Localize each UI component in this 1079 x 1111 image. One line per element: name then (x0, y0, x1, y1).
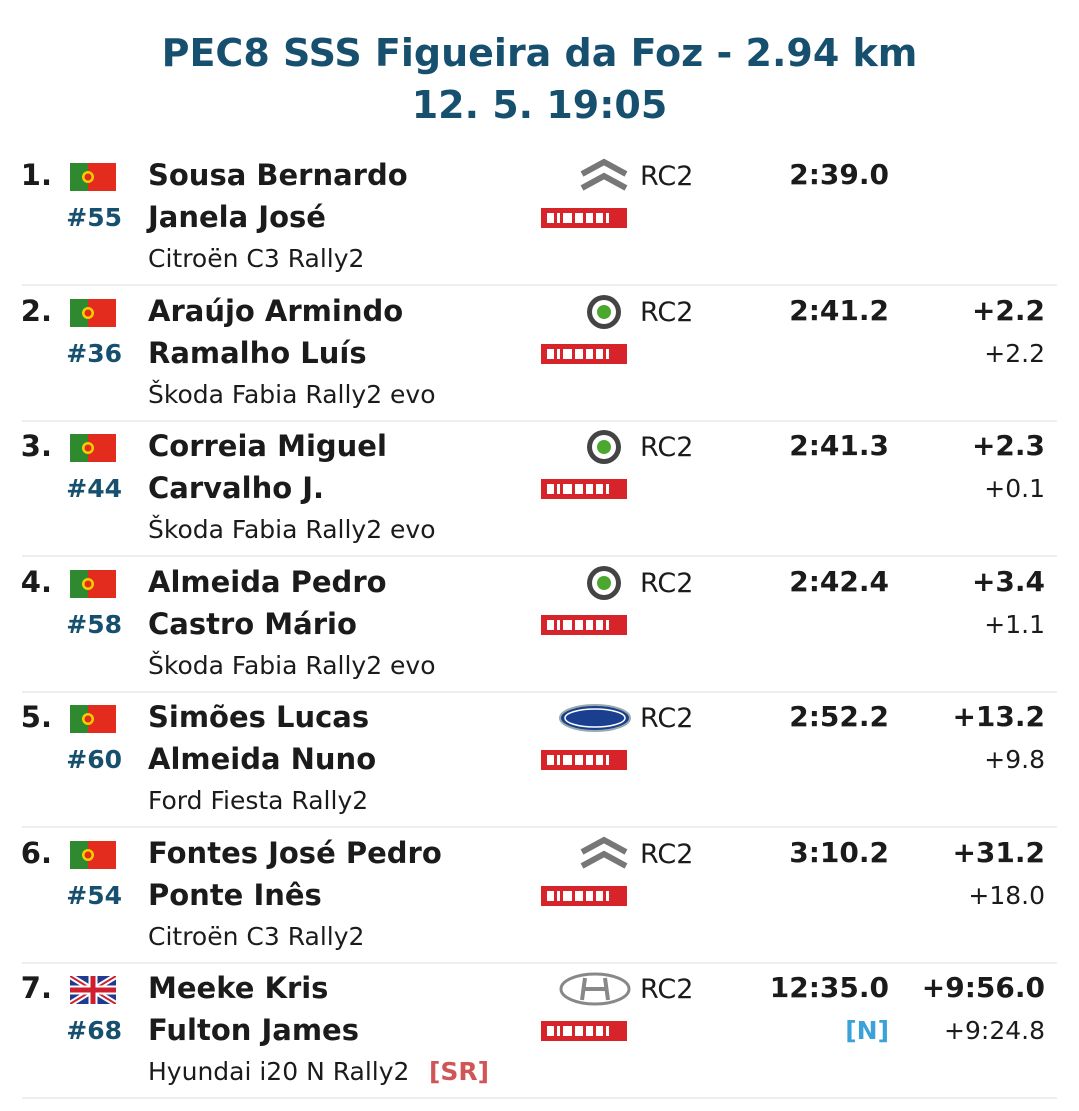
car: Škoda Fabia Rally2 evo (148, 650, 436, 680)
tyre-logo (541, 885, 627, 910)
class: RC2 (640, 296, 694, 328)
driver: Fontes José Pedro (148, 835, 442, 870)
car-number: #36 (66, 338, 122, 368)
position: 5. (20, 700, 52, 734)
driver: Correia Miguel (148, 429, 387, 463)
brand-logo (576, 427, 632, 471)
position: 3. (20, 429, 52, 463)
diff-prev: +9.8 (984, 745, 1045, 774)
class: RC2 (640, 567, 694, 599)
tyre-logo (541, 750, 627, 774)
time-note: [N] (845, 1016, 889, 1045)
brand-logo (558, 969, 632, 1013)
driver: Simões Lucas (148, 700, 370, 734)
diff-prev: +18.0 (968, 880, 1045, 910)
codriver: Ramalho Luís (148, 335, 367, 370)
codriver: Carvalho J. (148, 471, 325, 505)
car: Škoda Fabia Rally2 evo (148, 515, 436, 544)
position: 4. (20, 564, 52, 599)
car: Citroën C3 Rally2 (148, 244, 365, 273)
row-separator (22, 961, 1057, 964)
position: 7. (20, 971, 52, 1005)
class: RC2 (640, 838, 694, 870)
car: Hyundai i20 N Rally2 (148, 1057, 410, 1086)
title: PEC8 SSS Figueira da Foz - 2.94 km (161, 31, 918, 75)
driver: Sousa Bernardo (148, 158, 408, 192)
diff-first: +2.3 (971, 429, 1045, 462)
row-separator (22, 1097, 1057, 1099)
diff-prev: +0.1 (984, 474, 1045, 503)
class: RC2 (640, 703, 694, 734)
car-number: #44 (66, 474, 122, 503)
codriver: Fulton James (148, 1013, 359, 1047)
position: 6. (20, 835, 52, 870)
time: 12:35.0 (769, 971, 889, 1004)
diff-first: +3.4 (971, 564, 1045, 598)
flag (70, 569, 116, 602)
time: 2:42.4 (789, 564, 889, 598)
row-separator (22, 826, 1057, 828)
brand-logo (558, 698, 632, 742)
codriver: Ponte Inês (148, 877, 322, 912)
position: 2. (20, 293, 52, 328)
car-number: #60 (66, 745, 122, 774)
subtitle: 12. 5. 19:05 (411, 83, 668, 127)
time: 2:39.0 (789, 158, 889, 191)
row-separator (22, 690, 1057, 693)
diff-first: +31.2 (952, 835, 1045, 869)
driver: Araújo Armindo (148, 293, 404, 328)
diff-first: +13.2 (952, 700, 1045, 733)
codriver: Castro Mário (148, 606, 357, 641)
car: Ford Fiesta Rally2 (148, 786, 369, 815)
car: Citroën C3 Rally2 (148, 921, 365, 951)
brand-logo (576, 292, 632, 336)
time: 3:10.2 (789, 835, 889, 869)
diff-first: +2.2 (971, 293, 1045, 327)
class: RC2 (640, 432, 694, 463)
brand-logo (576, 834, 632, 878)
codriver: Janela José (148, 200, 326, 234)
car-number: #55 (66, 203, 122, 232)
position: 1. (20, 158, 52, 192)
flag (68, 973, 118, 1008)
diff-prev: +2.2 (984, 338, 1045, 368)
flag (70, 298, 116, 331)
car: Škoda Fabia Rally2 evo (148, 379, 436, 409)
codriver: Almeida Nuno (148, 742, 377, 776)
tyre-logo (541, 479, 627, 503)
brand-logo (576, 156, 632, 200)
tyre-logo (541, 343, 627, 368)
brand-logo (576, 563, 632, 607)
car-number: #54 (66, 880, 122, 910)
car-number: #68 (66, 1016, 122, 1045)
diff-prev: +9:24.8 (944, 1016, 1045, 1045)
diff-first: +9:56.0 (921, 971, 1045, 1004)
diff-prev: +1.1 (984, 609, 1045, 639)
car-note: [SR] (429, 1057, 490, 1086)
tyre-logo (541, 1021, 627, 1045)
row-separator (22, 419, 1057, 422)
row-separator (22, 284, 1057, 286)
tyre-logo (541, 614, 627, 639)
driver: Almeida Pedro (148, 564, 387, 599)
flag (70, 434, 116, 466)
flag (70, 840, 116, 873)
time: 2:41.2 (789, 293, 889, 327)
car-number: #58 (66, 609, 122, 639)
tyre-logo (541, 208, 627, 232)
row-separator (22, 555, 1057, 557)
flag (70, 705, 116, 737)
class: RC2 (640, 161, 694, 192)
time: 2:52.2 (789, 700, 889, 733)
time: 2:41.3 (789, 429, 889, 462)
class: RC2 (640, 974, 694, 1005)
flag (70, 163, 116, 195)
driver: Meeke Kris (148, 971, 329, 1005)
